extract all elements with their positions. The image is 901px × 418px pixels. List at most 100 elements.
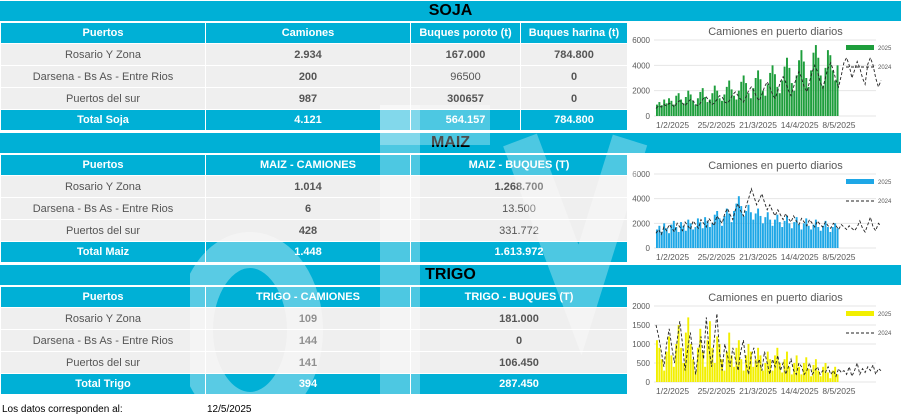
- chart-bar: [836, 228, 839, 248]
- chart-bar: [680, 347, 683, 382]
- row-port: Darsena - Bs As - Entre Rios: [0, 329, 206, 352]
- chart-bar: [781, 80, 784, 116]
- chart-bar: [706, 340, 709, 382]
- chart-bar: [704, 97, 707, 116]
- legend-swatch-2025: [846, 45, 874, 50]
- chart-bar: [810, 70, 813, 116]
- chart-bar: [670, 224, 673, 248]
- row-port: Darsena - Bs As - Entre Rios: [0, 65, 206, 88]
- x-tick-label: 8/5/2025: [822, 120, 855, 130]
- chart-bar: [735, 99, 738, 116]
- chart-bar: [689, 223, 692, 248]
- trigo-total-row: Total Trigo 394 287.450: [0, 373, 628, 395]
- soja-header-row: Puertos Camiones Buques poroto (t) Buque…: [0, 22, 628, 44]
- chart-bar: [759, 215, 762, 248]
- chart-bar: [745, 211, 748, 248]
- chart-bar: [677, 93, 680, 116]
- chart-title: Camiones en puerto diarios: [708, 26, 843, 38]
- row-value: 2.934: [205, 43, 411, 66]
- chart-bar: [677, 325, 680, 382]
- chart-bar: [834, 223, 837, 248]
- chart-bar: [706, 220, 709, 248]
- chart-bar: [725, 86, 728, 116]
- chart-bar: [687, 317, 690, 382]
- x-tick-label: 25/2/2025: [698, 120, 736, 130]
- chart-bar: [781, 372, 784, 382]
- chart-bar: [802, 61, 805, 116]
- chart-bar: [728, 332, 731, 382]
- chart-bar: [836, 374, 839, 382]
- chart-bar: [656, 340, 658, 382]
- chart-bar: [675, 344, 678, 382]
- row-port: Puertos del sur: [0, 351, 206, 374]
- chart-bar: [747, 93, 750, 116]
- chart-bar: [773, 74, 776, 116]
- x-tick-label: 14/4/2025: [781, 386, 819, 396]
- chart-bar: [812, 224, 815, 248]
- watermark-logo: [190, 105, 648, 410]
- chart-bar: [730, 222, 733, 248]
- y-tick-label: 500: [637, 359, 651, 368]
- x-tick-label: 21/3/2025: [739, 252, 777, 262]
- chart-bar: [665, 351, 668, 382]
- chart-bar: [737, 196, 740, 248]
- total-value: 1.448: [205, 241, 411, 263]
- soja-table: Puertos Camiones Buques poroto (t) Buque…: [0, 22, 628, 131]
- chart-bar: [728, 80, 731, 116]
- chart-bar: [749, 351, 752, 382]
- chart-bar: [814, 359, 817, 382]
- chart-bar: [790, 83, 793, 116]
- chart-bar: [754, 78, 757, 116]
- row-value: 0: [410, 329, 628, 352]
- chart-bar: [694, 370, 697, 382]
- chart-bar: [740, 206, 743, 248]
- table-row: Puertos del sur 141 106.450: [0, 351, 628, 374]
- chart-bar: [701, 228, 704, 248]
- x-tick-label: 25/2/2025: [698, 252, 736, 262]
- chart-bar: [793, 222, 796, 248]
- chart-bar: [783, 359, 786, 382]
- chart-title: Camiones en puerto diarios: [708, 160, 843, 172]
- chart-bar: [687, 219, 690, 248]
- chart-bar: [682, 103, 685, 116]
- chart-bar: [747, 204, 750, 248]
- chart-bar: [805, 218, 808, 248]
- total-label: Total Trigo: [0, 373, 206, 395]
- chart-bar: [817, 227, 820, 248]
- chart-bar: [668, 98, 670, 116]
- chart-bar: [773, 219, 776, 248]
- chart-bar: [747, 344, 750, 382]
- y-tick-label: 6000: [632, 36, 650, 45]
- chart-bar: [754, 359, 757, 382]
- total-value: 394: [205, 373, 411, 395]
- chart-bar: [786, 351, 788, 382]
- chart-bar: [670, 355, 673, 382]
- chart-bar: [776, 86, 779, 116]
- chart-bar: [740, 81, 743, 116]
- chart-bar: [814, 45, 817, 116]
- chart-bar: [711, 223, 714, 248]
- chart-bar: [699, 328, 702, 382]
- table-row: Rosario Y Zona 109 181.000: [0, 307, 628, 330]
- table-row: Rosario Y Zona 2.934 167.000 784.800: [0, 43, 628, 66]
- chart-bar: [826, 372, 829, 382]
- y-tick-label: 0: [646, 378, 651, 387]
- chart-bar: [737, 340, 740, 382]
- maiz-total-row: Total Maiz 1.448 1.613.972: [0, 241, 628, 263]
- chart-bar: [733, 211, 735, 248]
- chart-bar: [795, 75, 798, 116]
- legend-swatch-2025: [846, 179, 874, 184]
- chart-bar: [781, 227, 784, 248]
- chart-bar: [752, 88, 755, 116]
- trigo-table: Puertos TRIGO - CAMIONES TRIGO - BUQUES …: [0, 286, 628, 395]
- chart-bar: [790, 374, 793, 382]
- chart-bar: [737, 90, 740, 116]
- chart-bar: [658, 225, 661, 248]
- chart-bar: [819, 376, 822, 382]
- chart-bar: [733, 95, 735, 116]
- soja-trucks-chart: Camiones en puerto diarios 0 2000 4000 6000 1…: [628, 22, 901, 132]
- legend-label-2025: 2025: [878, 46, 892, 52]
- chart-bar: [718, 218, 721, 248]
- chart-bar: [790, 228, 793, 248]
- chart-bar: [752, 219, 755, 248]
